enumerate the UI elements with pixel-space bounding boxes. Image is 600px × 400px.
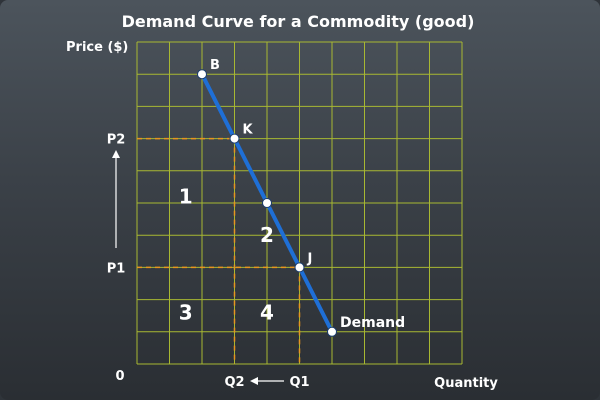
point-label-k: K <box>243 123 254 138</box>
region-label-2: 2 <box>260 223 274 247</box>
price-tick-label-p1: P1 <box>107 261 126 276</box>
demand-point <box>294 262 305 273</box>
region-label-3: 3 <box>179 300 193 324</box>
demand-point <box>262 198 272 208</box>
quantity-tick-label-q2: Q2 <box>224 375 244 390</box>
y-axis-label: Price ($) <box>66 40 128 55</box>
region-label-4: 4 <box>260 300 274 324</box>
demand-point <box>197 69 207 80</box>
price-arrowhead <box>112 150 120 158</box>
demand-curve-label: Demand <box>340 315 405 331</box>
demand-point <box>229 133 240 144</box>
point-label-j: J <box>307 251 313 266</box>
region-label-1: 1 <box>179 185 193 209</box>
chart-title: Demand Curve for a Commodity (good) <box>122 12 475 31</box>
quantity-tick-label-q1: Q1 <box>289 375 309 390</box>
origin-label: 0 <box>115 369 124 384</box>
price-tick-label-p2: P2 <box>107 133 126 148</box>
x-axis-label: Quantity <box>434 376 498 391</box>
quantity-arrowhead <box>250 377 258 385</box>
point-label-b: B <box>210 58 220 73</box>
demand-point <box>327 326 337 337</box>
